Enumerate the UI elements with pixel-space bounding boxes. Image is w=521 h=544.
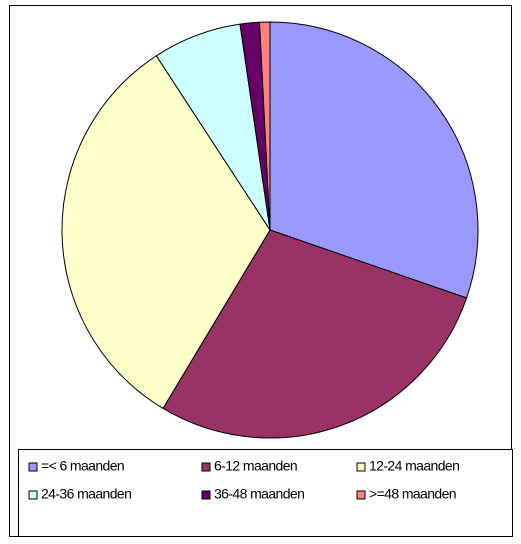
- pie: [61, 21, 479, 439]
- pie-slice: [269, 21, 479, 299]
- legend-swatch: [356, 490, 366, 500]
- pie-slice: [259, 21, 271, 231]
- pie-slice: [61, 55, 271, 410]
- legend-label: 36-48 maanden: [214, 486, 304, 502]
- legend: =< 6 maanden 6-12 maanden 12-24 maanden 24-…: [28, 458, 460, 502]
- legend-label: >=48 maanden: [369, 486, 456, 502]
- legend-box: [18, 449, 513, 537]
- legend-swatch: [28, 462, 38, 472]
- legend-swatch: [356, 462, 366, 472]
- legend-label: 12-24 maanden: [369, 458, 459, 474]
- legend-swatch: [201, 462, 211, 472]
- legend-label: 6-12 maanden: [214, 458, 297, 474]
- legend-label: 24-36 maanden: [41, 486, 131, 502]
- legend-swatch: [201, 490, 211, 500]
- legend-label: =< 6 maanden: [41, 458, 124, 474]
- legend-swatch: [28, 490, 38, 500]
